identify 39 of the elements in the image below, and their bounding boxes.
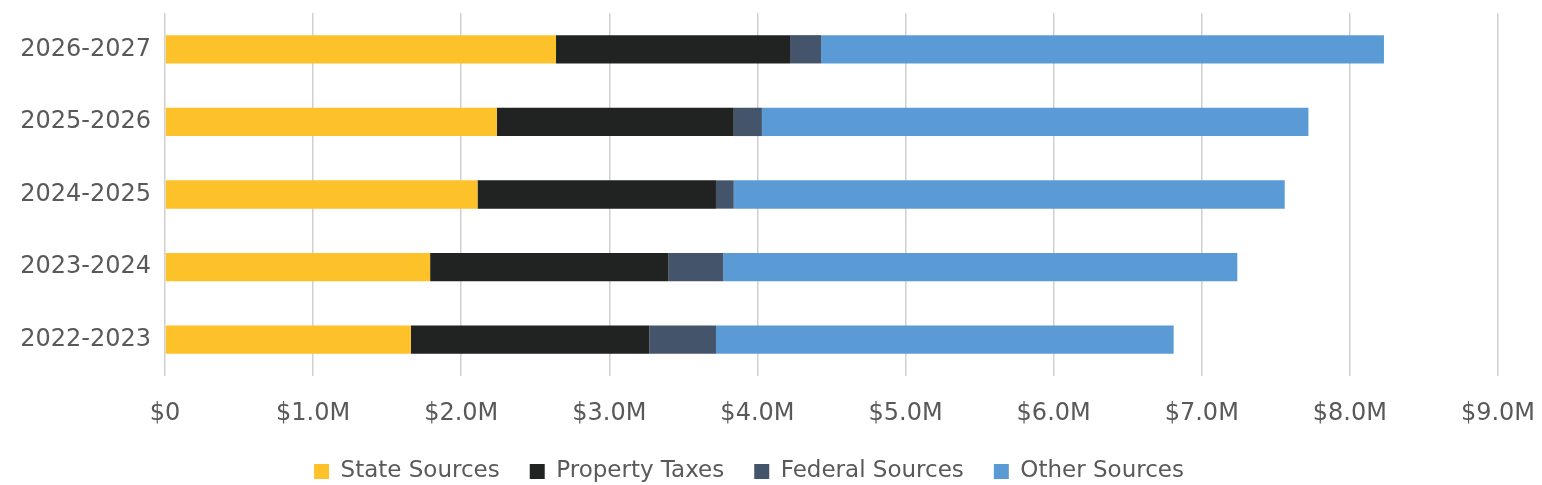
bar bbox=[668, 252, 724, 282]
x-tick-label: $7.0M bbox=[1164, 397, 1239, 426]
x-tick-label: $8.0M bbox=[1312, 397, 1387, 426]
bar bbox=[761, 107, 1309, 137]
bar bbox=[165, 107, 497, 137]
bar bbox=[723, 252, 1238, 282]
bar bbox=[477, 180, 716, 209]
bar bbox=[556, 35, 791, 64]
y-tick-label: 2025-2026 bbox=[20, 106, 151, 135]
x-tick-label: $5.0M bbox=[868, 397, 943, 426]
bar bbox=[165, 35, 557, 64]
x-tick-label: $2.0M bbox=[424, 397, 499, 426]
bar bbox=[790, 35, 822, 64]
bar bbox=[165, 180, 478, 209]
legend-label: Property Taxes bbox=[556, 456, 725, 483]
bar bbox=[821, 35, 1384, 64]
y-tick-label: 2024-2025 bbox=[20, 178, 151, 207]
x-tick-label: $6.0M bbox=[1016, 397, 1091, 426]
bar bbox=[649, 325, 716, 354]
bar bbox=[165, 325, 411, 354]
x-tick-label: $3.0M bbox=[572, 397, 647, 426]
x-tick-label: $0 bbox=[149, 397, 181, 426]
x-tick-label: $4.0M bbox=[720, 397, 795, 426]
legend-label: Federal Sources bbox=[780, 456, 964, 483]
bar bbox=[430, 252, 669, 282]
bar bbox=[733, 180, 1285, 209]
x-tick-label: $1.0M bbox=[276, 397, 351, 426]
x-tick-label: $9.0M bbox=[1460, 397, 1536, 426]
legend-label: Other Sources bbox=[1020, 456, 1184, 483]
bar bbox=[733, 107, 762, 137]
y-tick-label: 2026-2027 bbox=[20, 33, 151, 62]
y-tick-label: 2023-2024 bbox=[20, 251, 151, 280]
bar bbox=[715, 180, 734, 209]
legend-label: State Sources bbox=[340, 456, 500, 483]
bar bbox=[410, 325, 650, 354]
bar bbox=[715, 325, 1174, 354]
y-tick-label: 2022-2023 bbox=[20, 323, 151, 352]
bar bbox=[496, 107, 734, 137]
bar bbox=[165, 252, 431, 282]
